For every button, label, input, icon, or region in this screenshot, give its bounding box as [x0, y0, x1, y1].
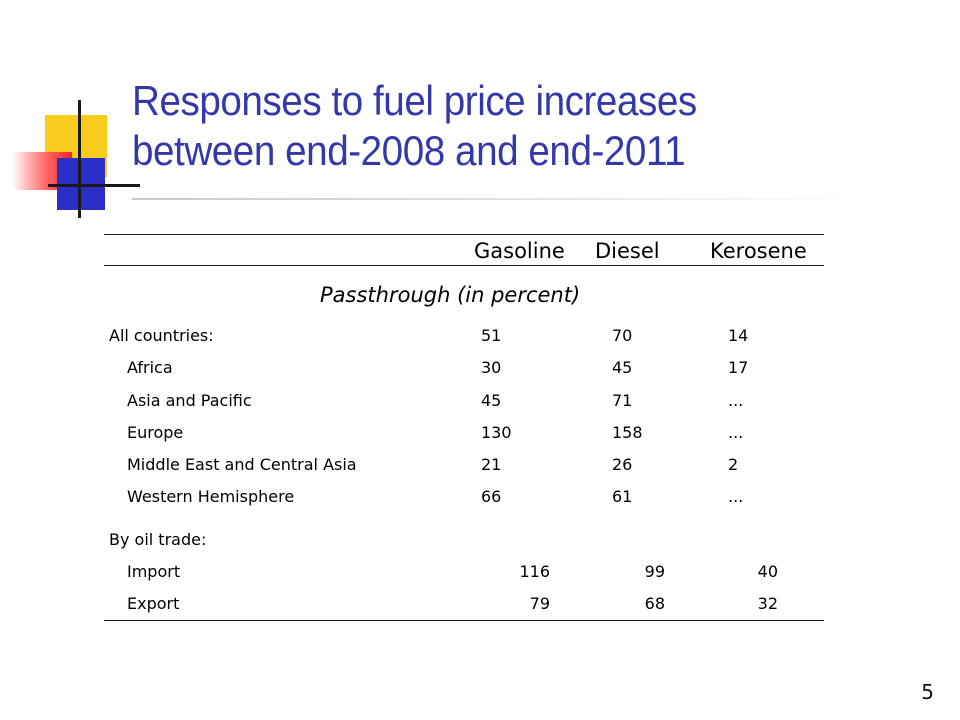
- cell-value: 79: [529, 594, 550, 613]
- cell-value: 158: [612, 423, 643, 442]
- cell-value: 32: [757, 594, 778, 613]
- column-header-diesel: Diesel: [595, 239, 660, 263]
- row-label: Western Hemisphere: [127, 487, 295, 506]
- slide-title-line-1: Responses to fuel price increases: [132, 77, 697, 124]
- cell-value: 66: [481, 487, 502, 506]
- slide-title: Responses to fuel price increases betwee…: [132, 76, 697, 176]
- row-label: Export: [127, 594, 180, 613]
- table-bottom-rule: [104, 620, 824, 621]
- cell-value: 45: [481, 391, 502, 410]
- slide-logo: [0, 90, 140, 220]
- table-header-rule: [104, 265, 824, 266]
- page-number: 5: [921, 680, 934, 704]
- cell-value: 17: [728, 358, 749, 377]
- group-label-all-countries: All countries:: [109, 326, 214, 345]
- cell-value: 116: [519, 562, 550, 581]
- row-label: Import: [127, 562, 181, 581]
- cell-value: 68: [644, 594, 665, 613]
- row-label: Asia and Pacific: [127, 391, 252, 410]
- cell-value: 21: [481, 455, 502, 474]
- cell-value: 26: [612, 455, 633, 474]
- cell-value: 45: [612, 358, 633, 377]
- cell-value: 2: [728, 455, 739, 474]
- table-top-rule: [104, 234, 824, 235]
- cell-value: 99: [644, 562, 665, 581]
- cell-value: 70: [612, 326, 633, 345]
- cell-value: 40: [757, 562, 778, 581]
- row-label: Middle East and Central Asia: [127, 455, 357, 474]
- cell-value: 61: [612, 487, 633, 506]
- table-subheader: Passthrough (in percent): [320, 283, 581, 307]
- group-label-by-oil-trade: By oil trade:: [109, 530, 207, 549]
- cell-value: 14: [728, 326, 749, 345]
- row-label: Africa: [127, 358, 173, 377]
- logo-horizontal-line: [48, 184, 140, 187]
- logo-vertical-line: [78, 100, 81, 218]
- cell-value: 30: [481, 358, 502, 377]
- column-header-kerosene: Kerosene: [710, 239, 807, 263]
- cell-value: ...: [728, 487, 744, 506]
- slide-title-line-2: between end-2008 and end-2011: [132, 127, 686, 174]
- title-underline: [132, 198, 862, 200]
- cell-value: 71: [612, 391, 633, 410]
- row-label: Europe: [127, 423, 184, 442]
- cell-value: 51: [481, 326, 502, 345]
- cell-value: ...: [728, 423, 744, 442]
- cell-value: ...: [728, 391, 744, 410]
- column-header-gasoline: Gasoline: [474, 239, 565, 263]
- cell-value: 130: [481, 423, 512, 442]
